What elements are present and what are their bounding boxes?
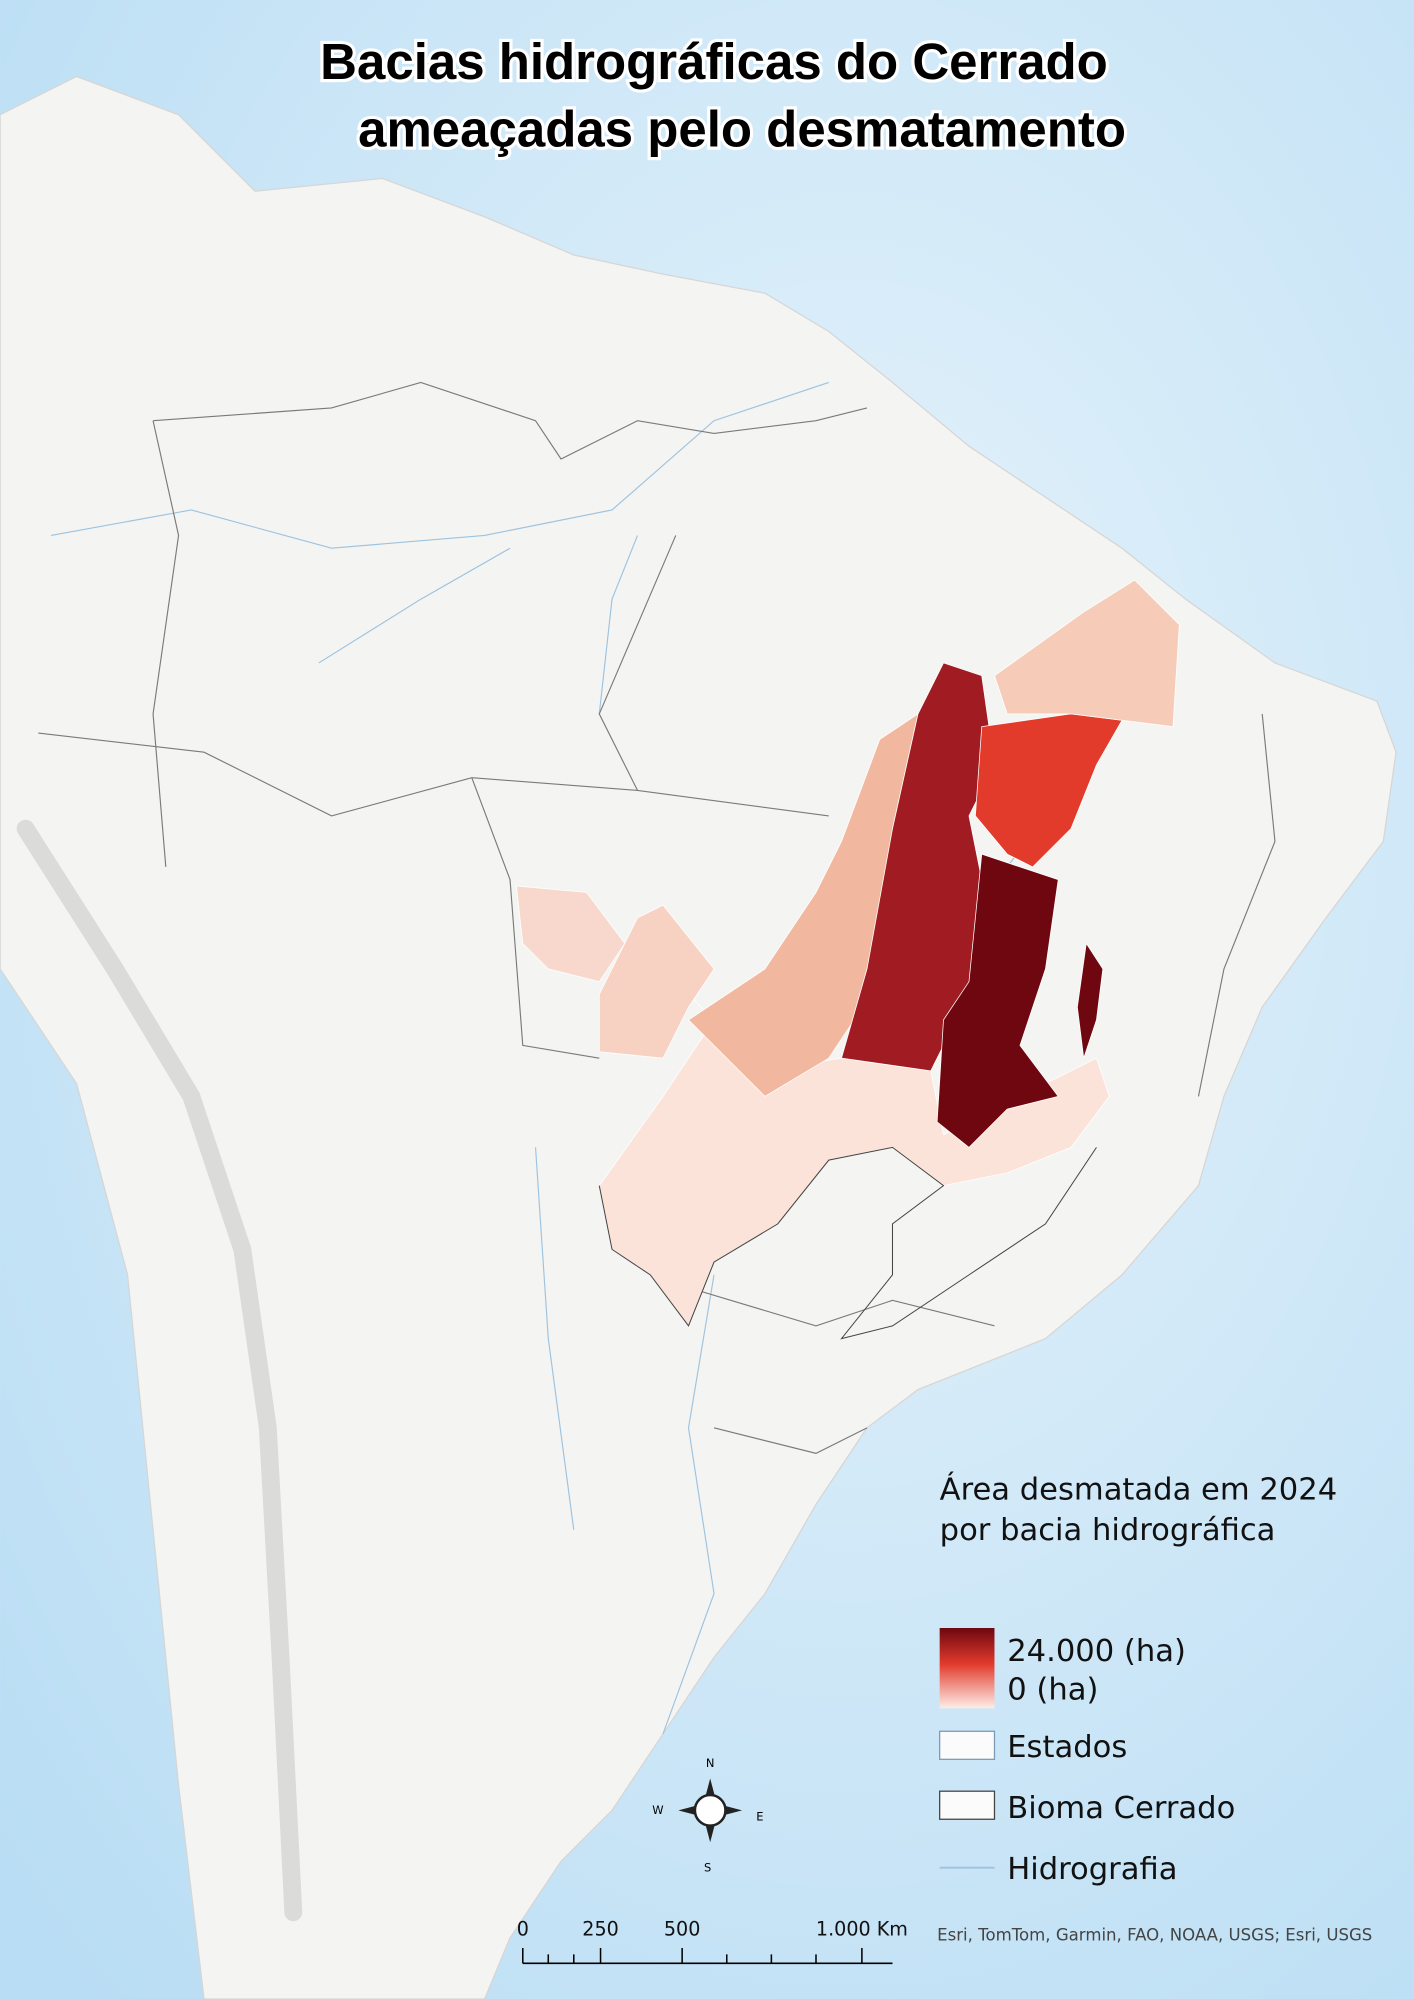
legend-gradient bbox=[939, 1628, 995, 1709]
state-border bbox=[1197, 713, 1276, 1097]
scale-label: 250 bbox=[582, 1917, 618, 1940]
legend-title: por bacia hidrográfica bbox=[940, 1513, 1276, 1548]
basin bbox=[994, 579, 1180, 728]
compass-label: N bbox=[706, 1756, 715, 1770]
legend-label: 24.000 (ha) bbox=[1007, 1634, 1186, 1669]
state-border bbox=[38, 732, 829, 817]
title: ameaçadas pelo desmatamento bbox=[358, 101, 1126, 158]
river bbox=[534, 1147, 575, 1530]
title: Bacias hidrográficas do Cerrado bbox=[320, 33, 1108, 90]
state-border bbox=[598, 535, 677, 791]
compass-label: S bbox=[704, 1861, 711, 1875]
scale-bar bbox=[522, 1948, 893, 1965]
river bbox=[50, 381, 829, 549]
state-border bbox=[152, 420, 180, 867]
cerrado-border bbox=[598, 1146, 1097, 1340]
scale-label: 0 bbox=[517, 1917, 529, 1940]
river bbox=[662, 1274, 715, 1735]
river bbox=[318, 547, 511, 664]
compass-label: W bbox=[652, 1803, 663, 1817]
river bbox=[598, 535, 639, 714]
legend-label: 0 (ha) bbox=[1007, 1672, 1098, 1707]
legend-swatch bbox=[939, 1730, 996, 1760]
legend-title: Área desmatada em 2024 bbox=[940, 1471, 1338, 1507]
legend-swatch bbox=[939, 1790, 996, 1820]
state-border bbox=[471, 777, 600, 1059]
basin bbox=[515, 885, 626, 983]
basin bbox=[936, 853, 1059, 1148]
legend-label: Hidrografia bbox=[1007, 1852, 1177, 1887]
compass: N W E S bbox=[652, 1756, 763, 1875]
basin bbox=[598, 904, 715, 1059]
legend-label: Estados bbox=[1007, 1730, 1127, 1765]
compass-label: E bbox=[756, 1810, 763, 1824]
state-border bbox=[153, 381, 868, 460]
legend-label: Bioma Cerrado bbox=[1007, 1791, 1235, 1826]
credits: Esri, TomTom, Garmin, FAO, NOAA, USGS; E… bbox=[937, 1925, 1372, 1944]
state-border bbox=[713, 1427, 868, 1454]
compass-ring bbox=[693, 1793, 727, 1827]
scale-label: 1.000 Km bbox=[816, 1917, 908, 1940]
andes-relief bbox=[16, 819, 303, 1922]
scale-label: 500 bbox=[664, 1917, 700, 1940]
basin bbox=[1076, 942, 1104, 1059]
